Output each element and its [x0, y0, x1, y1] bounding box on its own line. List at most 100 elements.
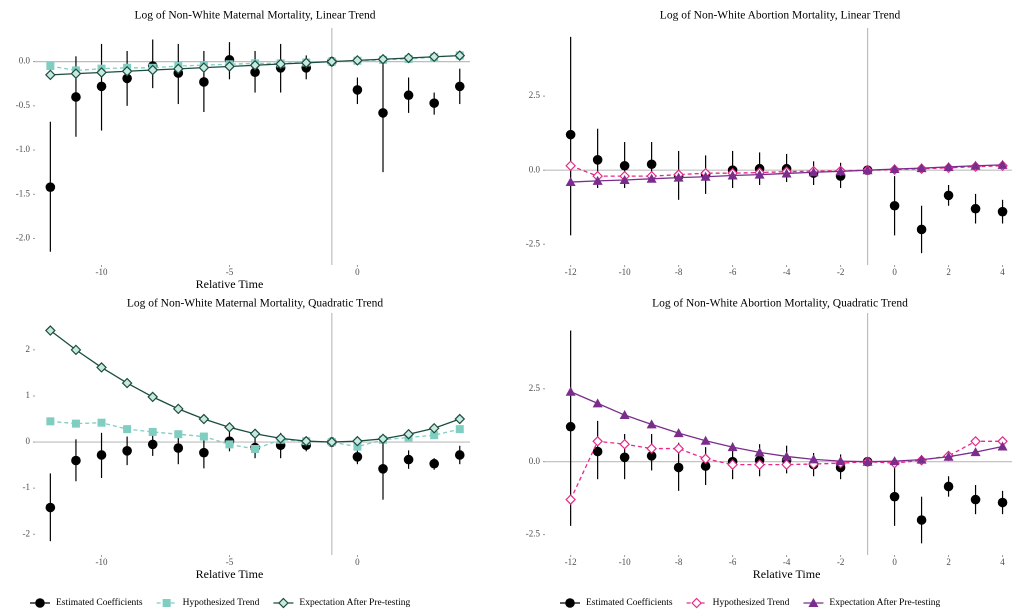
y-tick-label: -1: [23, 482, 31, 492]
x-tick-label: -2: [837, 267, 845, 277]
point: [916, 163, 927, 173]
point: [249, 59, 261, 71]
point: [455, 425, 464, 434]
panel-title: Log of Non-White Maternal Mortality, Qua…: [127, 298, 384, 310]
x-tick-label: -5: [226, 557, 234, 567]
y-tick-label: 0.0: [19, 56, 31, 66]
x-tick-label: -10: [96, 267, 108, 277]
y-tick-label: -0.5: [16, 100, 31, 110]
point: [45, 502, 56, 513]
point: [46, 417, 55, 426]
point: [781, 459, 792, 470]
point: [429, 458, 439, 469]
x-tick-label: -6: [729, 267, 737, 277]
point: [889, 491, 900, 502]
point: [943, 451, 954, 461]
point: [71, 92, 81, 102]
point: [565, 129, 576, 140]
legend-label: Estimated Coefficients: [586, 597, 673, 608]
point: [250, 67, 260, 78]
point: [96, 67, 107, 78]
point: [997, 206, 1008, 217]
point: [808, 167, 819, 177]
point: [781, 168, 792, 178]
point: [889, 164, 900, 174]
point: [916, 515, 927, 525]
x-tick-label: -12: [565, 557, 577, 567]
panel-title: Log of Non-White Maternal Mortality, Lin…: [134, 10, 375, 22]
x-tick-label: 2: [946, 267, 951, 277]
y-tick-label: -2.0: [16, 233, 31, 243]
point: [835, 456, 846, 466]
legend-marker: [691, 597, 702, 609]
point: [454, 50, 466, 61]
point: [889, 456, 900, 466]
point: [121, 65, 133, 77]
point: [700, 453, 711, 465]
point: [997, 441, 1008, 451]
point: [199, 432, 208, 441]
point: [592, 398, 603, 408]
x-tick-label: 0: [892, 267, 897, 277]
point: [96, 362, 107, 373]
legend-label: Estimated Coefficients: [56, 597, 143, 608]
point: [970, 447, 981, 457]
point: [970, 435, 981, 447]
point: [45, 325, 56, 336]
point: [428, 51, 440, 63]
point: [835, 166, 846, 176]
point: [565, 386, 576, 396]
point: [862, 456, 873, 466]
point: [45, 182, 56, 192]
point: [173, 443, 184, 453]
point: [403, 90, 414, 101]
point: [430, 431, 439, 440]
y-tick-label: 2: [26, 344, 31, 354]
x-tick-label: -8: [675, 267, 683, 277]
point: [300, 57, 312, 69]
x-tick-label: -10: [619, 267, 631, 277]
point: [199, 447, 209, 458]
point: [754, 459, 765, 470]
y-tick-label: 2.5: [529, 383, 541, 393]
legend-marker: [565, 598, 575, 608]
point: [251, 444, 260, 453]
point: [970, 160, 981, 170]
x-tick-label: 0: [355, 557, 360, 567]
point: [70, 344, 82, 356]
point: [121, 377, 133, 389]
point: [45, 69, 56, 81]
point: [997, 159, 1008, 169]
y-tick-label: 0: [26, 436, 31, 446]
y-tick-label: -1.5: [16, 188, 31, 198]
x-tick-label: -2: [837, 557, 845, 567]
point: [71, 455, 81, 466]
point: [378, 108, 388, 118]
point: [97, 418, 106, 427]
point: [781, 451, 792, 461]
point: [808, 454, 819, 464]
y-tick-label: 0.0: [529, 456, 541, 466]
point: [96, 81, 107, 92]
x-tick-label: -10: [619, 557, 631, 567]
point: [592, 435, 603, 447]
point: [619, 410, 630, 420]
point: [224, 421, 235, 433]
x-tick-label: 4: [1000, 267, 1005, 277]
point: [592, 446, 603, 457]
point: [619, 438, 630, 450]
point: [916, 454, 927, 464]
x-tick-label: -4: [783, 557, 791, 567]
point: [198, 62, 210, 73]
point: [326, 56, 338, 67]
x-tick-label: 0: [355, 267, 360, 277]
point: [428, 422, 440, 434]
point: [199, 77, 209, 87]
point: [754, 447, 765, 457]
point: [454, 450, 465, 460]
point: [147, 439, 158, 450]
point: [619, 174, 630, 184]
point: [172, 63, 184, 75]
point: [147, 64, 159, 76]
point: [970, 203, 981, 214]
